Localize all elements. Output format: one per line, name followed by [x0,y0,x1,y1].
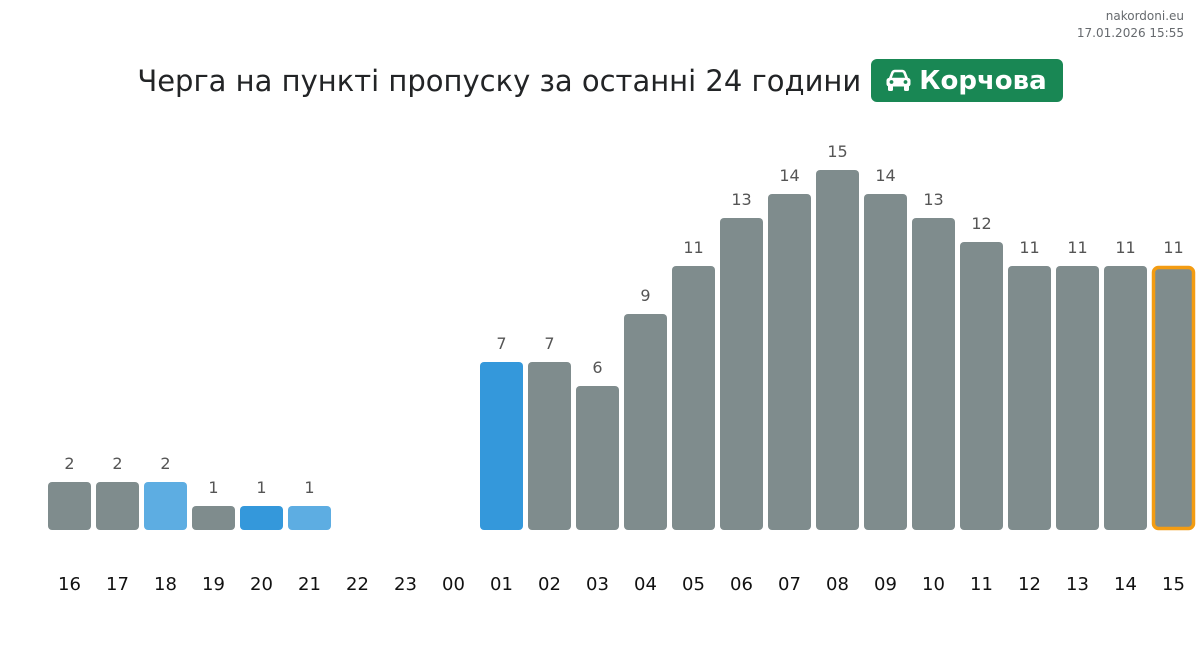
x-tick-label-04: 04 [634,574,657,595]
value-label-17: 2 [112,454,122,473]
value-label-07: 14 [779,166,799,185]
bar-21 [288,506,331,530]
bar-17 [96,482,139,530]
value-label-16: 2 [64,454,74,473]
value-label-21: 1 [304,478,314,497]
bar-13 [1056,266,1099,530]
watermark-site: nakordoni.eu [1105,9,1184,23]
value-label-09: 14 [875,166,895,185]
x-tick-label-12: 12 [1018,574,1041,595]
x-tick-label-00: 00 [442,574,465,595]
bar-05 [672,266,715,530]
bar-18 [144,482,187,530]
chart-header: Черга на пункті пропуску за останні 24 г… [0,59,1200,102]
x-tick-label-10: 10 [922,574,945,595]
x-tick-label-02: 02 [538,574,561,595]
x-tick-label-13: 13 [1066,574,1089,595]
value-label-04: 9 [640,286,650,305]
location-badge: Корчова [871,59,1063,102]
bar-03 [576,386,619,530]
x-tick-label-03: 03 [586,574,609,595]
bar-12 [1008,266,1051,530]
bar-11 [960,242,1003,530]
bar-16 [48,482,91,530]
x-tick-label-09: 09 [874,574,897,595]
x-tick-label-01: 01 [490,574,513,595]
x-tick-label-07: 07 [778,574,801,595]
x-tick-label-16: 16 [58,574,81,595]
value-label-12: 11 [1019,238,1039,257]
value-label-14: 11 [1115,238,1135,257]
value-label-01: 7 [496,334,506,353]
watermark: nakordoni.eu 17.01.2026 15:55 [1077,8,1184,42]
x-tick-label-22: 22 [346,574,369,595]
value-label-20: 1 [256,478,266,497]
bar-06 [720,218,763,530]
value-label-03: 6 [592,358,602,377]
x-tick-label-21: 21 [298,574,321,595]
x-tick-label-15: 15 [1162,574,1185,595]
x-tick-label-11: 11 [970,574,993,595]
bar-07 [768,194,811,530]
chart-title: Черга на пункті пропуску за останні 24 г… [137,63,862,98]
bar-04 [624,314,667,530]
x-tick-label-20: 20 [250,574,273,595]
bar-15 [1151,265,1196,531]
bar-09 [864,194,907,530]
x-tick-label-17: 17 [106,574,129,595]
location-name: Корчова [919,65,1047,96]
x-tick-label-05: 05 [682,574,705,595]
bar-19 [192,506,235,530]
x-tick-label-06: 06 [730,574,753,595]
value-label-19: 1 [208,478,218,497]
bar-01 [480,362,523,530]
x-tick-label-08: 08 [826,574,849,595]
x-tick-label-18: 18 [154,574,177,595]
bar-14 [1104,266,1147,530]
x-tick-label-14: 14 [1114,574,1137,595]
value-label-06: 13 [731,190,751,209]
value-label-05: 11 [683,238,703,257]
value-label-10: 13 [923,190,943,209]
value-label-18: 2 [160,454,170,473]
bar-08 [816,170,859,530]
value-label-11: 12 [971,214,991,233]
car-icon [886,69,911,91]
bar-02 [528,362,571,530]
value-label-15: 11 [1163,238,1183,257]
value-label-13: 11 [1067,238,1087,257]
x-tick-label-23: 23 [394,574,417,595]
x-tick-label-19: 19 [202,574,225,595]
value-label-08: 15 [827,142,847,161]
value-label-02: 7 [544,334,554,353]
watermark-timestamp: 17.01.2026 15:55 [1076,26,1184,40]
bar-20 [240,506,283,530]
bar-10 [912,218,955,530]
